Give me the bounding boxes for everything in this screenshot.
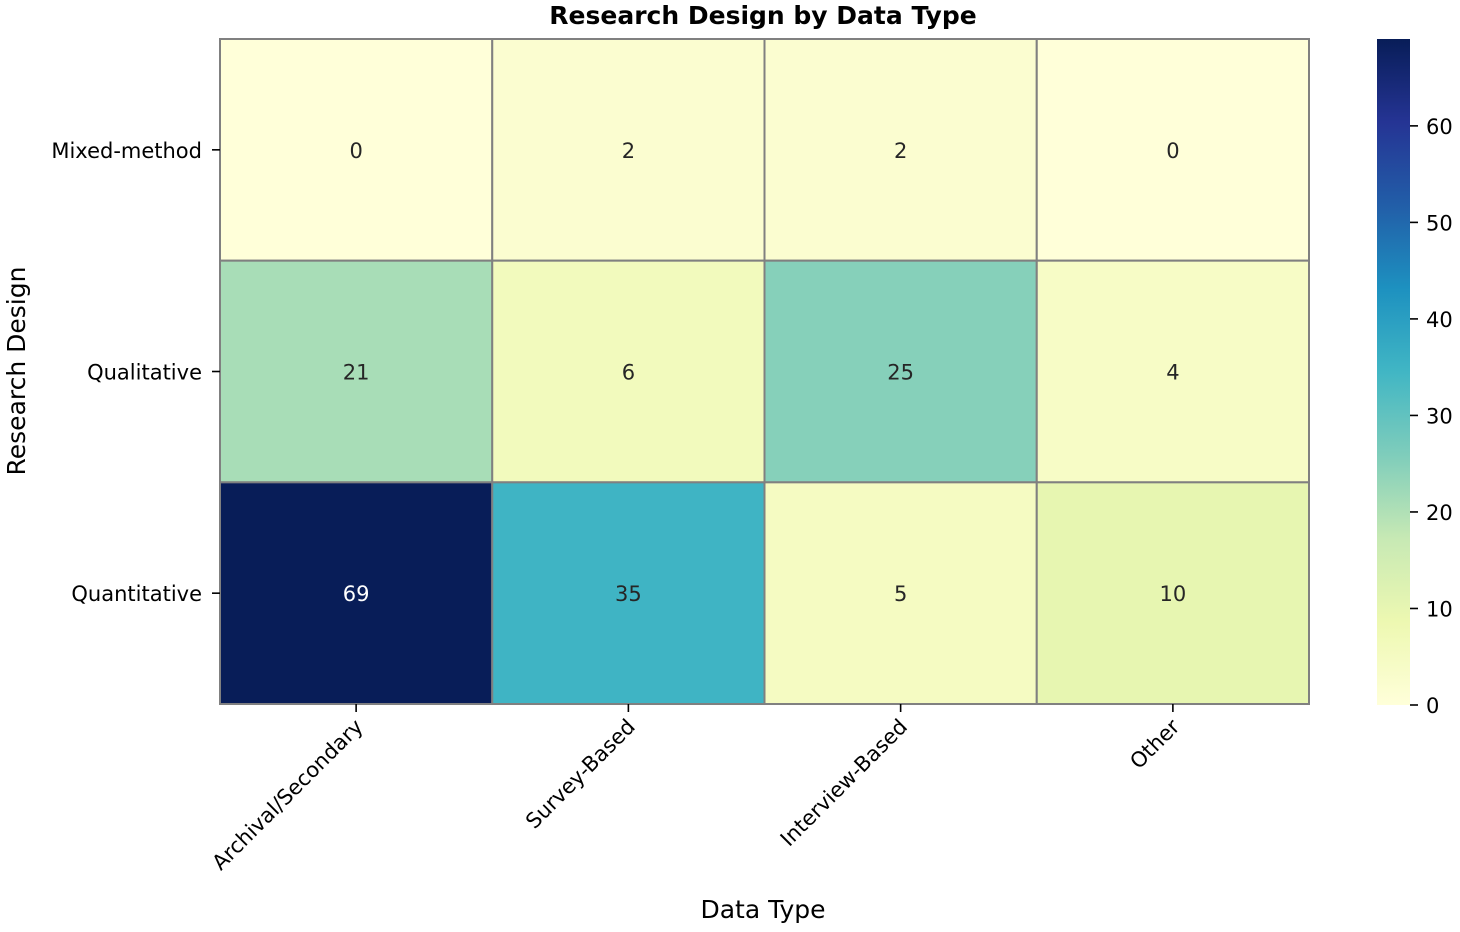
x-tick-label: Other <box>1125 714 1184 773</box>
cell-value-label: 25 <box>887 361 914 385</box>
cell-value-label: 35 <box>615 582 642 606</box>
cell-value-label: 5 <box>894 582 907 606</box>
colorbar-tick-label: 20 <box>1426 501 1453 525</box>
heatmap-cell <box>1035 481 1310 706</box>
cell-value-label: 2 <box>894 139 907 163</box>
cell-value-label: 4 <box>1166 361 1179 385</box>
cell-value-label: 6 <box>622 361 635 385</box>
colorbar-tick-label: 50 <box>1426 211 1453 235</box>
heatmap-cell <box>491 38 766 262</box>
colorbar-tick-label: 60 <box>1426 115 1453 139</box>
x-tick-label: Archival/Secondary <box>207 715 367 875</box>
colorbar: 0 10 20 30 40 50 60 <box>1377 39 1453 718</box>
heatmap-cell <box>763 38 1038 262</box>
cell-value-label: 10 <box>1160 582 1187 606</box>
cell-value-label: 69 <box>343 582 370 606</box>
x-tick-label: Interview-Based <box>776 715 912 851</box>
heatmap-cell <box>219 259 494 484</box>
y-axis: Mixed-method Qualitative Quantitative <box>51 139 220 606</box>
colorbar-tick-label: 10 <box>1426 597 1453 621</box>
colorbar-tick-label: 0 <box>1426 694 1439 718</box>
heatmap-cell <box>1035 38 1310 262</box>
colorbar-tick-label: 40 <box>1426 308 1453 332</box>
cell-value-label: 21 <box>343 361 370 385</box>
heatmap-cells <box>219 38 1310 706</box>
cell-annotations: 0 2 2 0 21 6 25 4 69 35 5 10 <box>343 139 1186 606</box>
heatmap-cell <box>491 481 766 706</box>
y-axis-title: Research Design <box>2 267 31 476</box>
cell-value-label: 0 <box>1166 139 1179 163</box>
colorbar-tick-label: 30 <box>1426 404 1453 428</box>
y-tick-label: Mixed-method <box>51 139 202 163</box>
heatmap-cell <box>1035 259 1310 484</box>
colorbar-gradient <box>1377 39 1410 705</box>
cell-value-label: 2 <box>622 139 635 163</box>
x-tick-label: Survey-Based <box>521 715 640 834</box>
heatmap-cell <box>219 38 494 262</box>
x-axis: Archival/Secondary Survey-Based Interview-… <box>207 704 1185 875</box>
y-tick-label: Qualitative <box>87 361 202 385</box>
y-tick-label: Quantitative <box>71 582 202 606</box>
chart-title: Research Design by Data Type <box>549 1 976 30</box>
x-axis-title: Data Type <box>700 895 825 924</box>
heatmap-cell <box>491 259 766 484</box>
cell-value-label: 0 <box>349 139 362 163</box>
